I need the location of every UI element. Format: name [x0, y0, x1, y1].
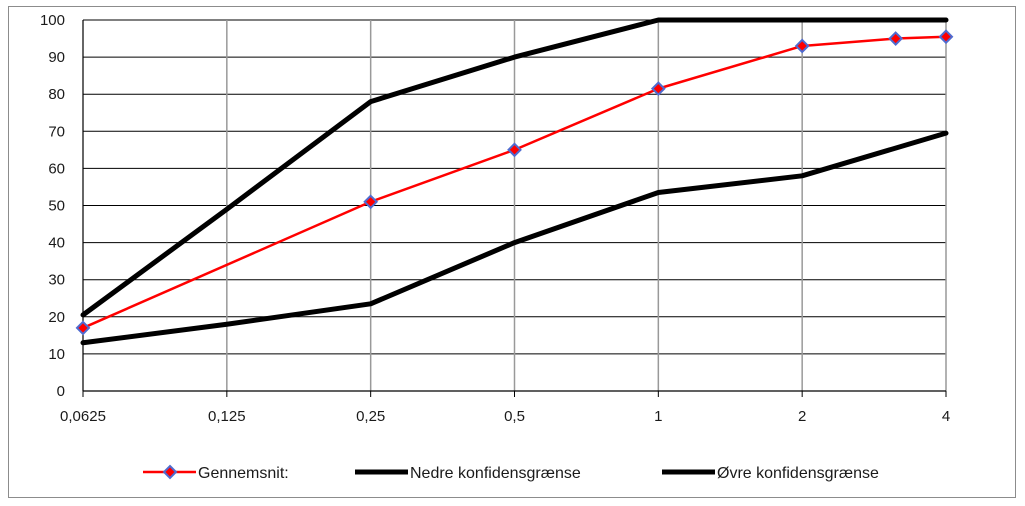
y-tick-label: 90 — [48, 49, 65, 66]
legend-label: Øvre konfidensgrænse — [717, 465, 879, 482]
legend-entry: Øvre konfidensgrænse — [662, 465, 879, 482]
y-tick-label: 10 — [48, 346, 65, 363]
series-line-1 — [80, 130, 949, 346]
legend-entry: Nedre konfidensgrænse — [355, 465, 581, 482]
legend-marker — [162, 464, 178, 480]
x-tick-label: 0,0625 — [60, 408, 106, 425]
x-tick-label: 0,5 — [504, 408, 525, 425]
y-axis-tick-labels: 0 10 20 30 40 50 60 70 80 90 100 — [40, 12, 65, 400]
y-tick-label: 100 — [40, 12, 65, 29]
data-point — [363, 194, 379, 210]
series-lines — [75, 17, 954, 346]
data-point — [650, 81, 666, 97]
x-tick-label: 4 — [942, 408, 950, 425]
chart-frame — [8, 6, 1016, 498]
y-tick-label: 80 — [48, 86, 65, 103]
y-tick-label: 60 — [48, 160, 65, 177]
y-tick-label: 20 — [48, 309, 65, 326]
x-tick-label: 2 — [798, 408, 806, 425]
y-tick-label: 40 — [48, 235, 65, 252]
data-point — [75, 320, 91, 336]
data-point — [888, 31, 904, 46]
legend-entry: Gennemsnit: — [143, 464, 289, 482]
data-point — [794, 38, 810, 54]
series-line-2 — [80, 17, 949, 318]
x-axis-tick-labels: 0,0625 0,125 0,25 0,5 1 2 4 — [60, 408, 950, 425]
data-point — [507, 142, 522, 158]
y-tick-label: 0 — [57, 383, 65, 400]
y-tick-label: 70 — [48, 123, 65, 140]
x-tick-label: 0,125 — [208, 408, 246, 425]
legend-label: Gennemsnit: — [198, 465, 289, 482]
y-tick-label: 30 — [48, 272, 65, 289]
gridlines — [82, 19, 947, 397]
legend: Gennemsnit: Nedre konfidensgrænse Øvre kon… — [143, 464, 879, 482]
data-point — [938, 29, 954, 45]
y-tick-label: 50 — [48, 198, 65, 215]
x-tick-label: 1 — [654, 408, 662, 425]
legend-label: Nedre konfidensgrænse — [410, 465, 581, 482]
x-tick-label: 0,25 — [356, 408, 385, 425]
